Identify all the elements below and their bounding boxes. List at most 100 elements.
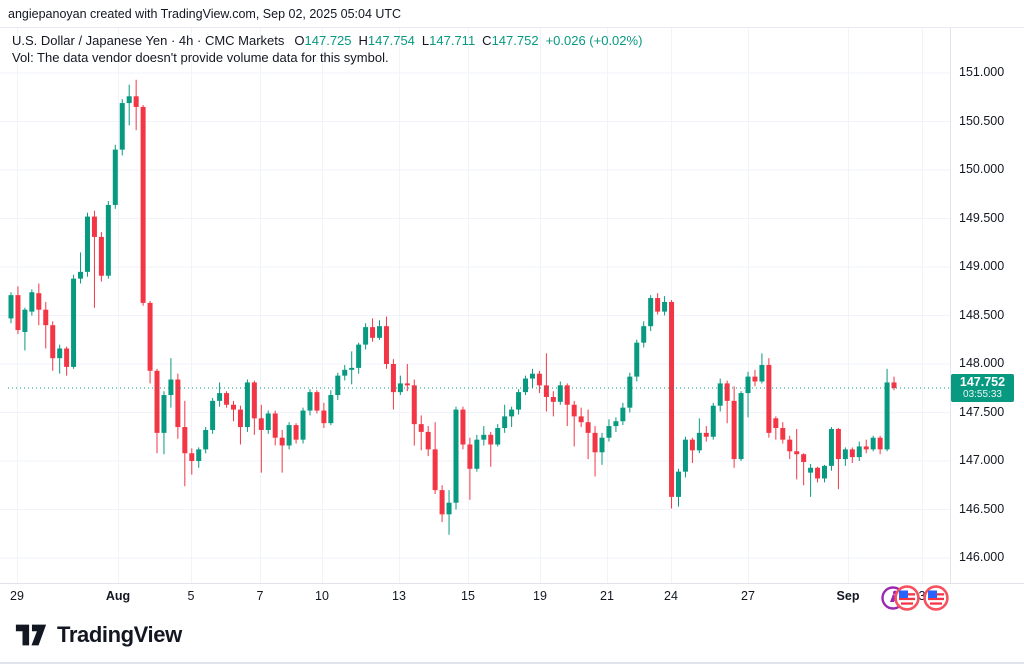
candle-body [356,344,362,368]
candle-body [147,302,153,371]
candle-body [224,393,230,405]
candle-body [585,422,591,433]
candle-body [432,449,438,491]
price-tick-label: 150.500 [959,113,1005,128]
candle-body [773,418,779,429]
candle-body [641,326,647,343]
time-axis[interactable]: 29 Aug 5 7 10 13 15 19 21 24 27 Sep 3 [0,583,1024,607]
candle-body [606,426,612,438]
footer-bar: TradingView [0,607,1024,664]
footer-border [0,662,1024,664]
candle-body [383,326,389,364]
candle-body [230,404,236,410]
time-tick-label: 19 [533,589,547,603]
chart-pane[interactable]: U.S. Dollar / Japanese Yen · 4h · CMC Ma… [0,28,1024,611]
candle-body [71,278,77,367]
candlestick-chart[interactable] [0,28,1024,584]
price-tick-label: 147.000 [959,453,1005,467]
candle-body [411,385,417,425]
price-tick-label: 146.000 [959,550,1005,564]
candle-body [272,413,278,438]
candle-body [439,490,445,515]
candle-body [828,428,834,466]
candle-body [98,236,104,276]
time-tick-label: 15 [461,589,475,603]
candle-body [29,292,35,312]
candle-body [877,437,883,450]
high-label: H [358,33,368,48]
candle-body [210,400,216,430]
candle-body [467,444,473,469]
close-label: C [482,33,492,48]
candle-body [342,369,348,376]
candle-body [627,376,633,408]
candle-body [752,376,758,382]
candle-body [571,404,577,417]
candle-body [64,348,70,367]
time-tick-label: 27 [741,589,755,603]
change-value: +0.026 (+0.02%) [545,33,643,48]
candle-body [377,326,383,338]
candle-body [863,446,869,450]
candle-body [710,405,716,437]
price-tick-label: 151.000 [959,65,1005,79]
candle-body [550,396,556,402]
candle-body [682,439,688,472]
price-tick-label: 148.500 [959,307,1005,322]
us-flag-event-icon[interactable] [894,585,920,611]
time-tick-label: 13 [392,589,406,603]
symbol-title: U.S. Dollar / Japanese Yen · 4h · CMC Ma… [12,33,285,48]
candle-body [536,373,542,386]
time-tick-label: Sep [836,589,860,603]
price-tick-label: 148.000 [959,356,1005,370]
candle-body [189,453,195,461]
time-tick-label: 21 [600,589,614,603]
candle-body [655,298,661,312]
candle-body [251,382,257,419]
low-value: 147.711 [429,33,476,48]
attribution-bar: angiepanoyan created with TradingView.co… [0,0,1024,28]
candle-body [884,382,890,450]
candle-body [168,379,174,396]
candle-body [119,103,125,150]
candle-body [161,395,167,433]
candle-body [488,434,494,445]
price-tick-label: 146.500 [959,501,1005,516]
economic-event-icons-group[interactable] [880,581,952,613]
candle-body [724,383,730,401]
candle-body [328,395,334,424]
candle-body [509,409,515,417]
current-price-value: 147.752 [959,375,1006,390]
candle-body [717,383,723,406]
volume-legend-row: Vol: The data vendor doesn't provide vol… [12,50,389,65]
candle-body [321,410,327,424]
candle-body [126,96,132,104]
candle-body [474,439,480,469]
candle-body [293,425,299,440]
candle-body [870,437,876,450]
candle-body [516,392,522,410]
candle-body [578,416,584,423]
candle-body [363,327,369,345]
open-label: O [294,33,305,48]
candle-body [460,409,466,445]
candle-body [849,449,855,458]
price-axis[interactable]: 151.000 150.500 150.000 149.500 149.000 148.5… [950,28,1024,583]
candle-body [196,449,202,461]
attribution-text: angiepanoyan created with TradingView.co… [8,7,402,21]
us-flag-event-icon[interactable] [923,585,949,611]
tradingview-logo-icon [15,624,47,646]
candle-body [891,382,897,389]
candle-body [794,451,800,455]
candle-body [105,204,111,276]
tradingview-logo[interactable]: TradingView [14,620,182,650]
time-tick-label: 24 [664,589,678,603]
price-tick-label: 147.500 [959,404,1005,419]
bar-countdown: 03:55:33 [963,389,1002,401]
candle-body [592,432,598,453]
candle-body [307,392,313,411]
candle-body [15,295,21,331]
candle-body [842,449,848,460]
candle-body [620,407,626,422]
